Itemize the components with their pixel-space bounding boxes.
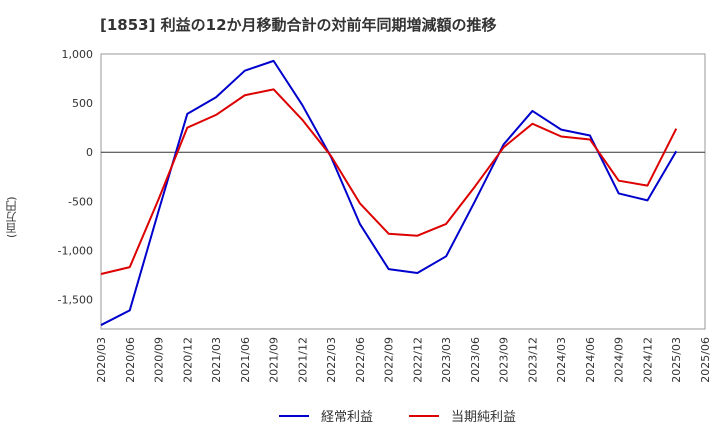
x-tick-label: 2024/03 (555, 337, 568, 383)
chart-title: [1853] 利益の12か月移動合計の対前年同期増減額の推移 (100, 16, 497, 34)
x-tick-label: 2021/03 (210, 337, 223, 383)
series-line-2 (100, 88, 678, 275)
x-tick-label: 2022/12 (411, 337, 424, 383)
x-tick-label: 2023/12 (526, 337, 539, 383)
plot-frame (100, 53, 706, 330)
y-tick-label: -500 (68, 195, 93, 208)
legend-label-1: 経常利益 (321, 410, 373, 425)
legend: 経常利益 当期純利益 (279, 410, 516, 425)
axes (100, 53, 706, 330)
series-lines (100, 59, 678, 326)
x-tick-label: 2025/06 (699, 337, 712, 383)
y-tick-label: -1,000 (58, 244, 93, 257)
x-tick-label: 2023/06 (469, 337, 482, 383)
x-tick-label: 2023/03 (440, 337, 453, 383)
x-tick-label: 2021/09 (268, 337, 281, 383)
x-tick-label: 2020/06 (124, 337, 137, 383)
x-tick-label: 2022/09 (383, 337, 396, 383)
x-tick-labels: 2020/03 2020/06 2020/09 2020/12 2021/03 2021/… (95, 337, 712, 383)
x-tick-label: 2021/12 (296, 337, 309, 383)
x-tick-label: 2024/12 (641, 337, 654, 383)
series-line-1 (100, 59, 678, 326)
x-tick-label: 2022/06 (354, 337, 367, 383)
y-tick-label: -1,500 (58, 294, 93, 307)
x-tick-label: 2024/06 (584, 337, 597, 383)
x-tick-label: 2022/03 (325, 337, 338, 383)
x-tick-label: 2025/03 (670, 337, 683, 383)
x-tick-label: 2023/09 (498, 337, 511, 383)
x-tick-label: 2020/12 (181, 337, 194, 383)
legend-label-2: 当期純利益 (451, 410, 516, 425)
x-tick-label: 2024/09 (613, 337, 626, 383)
y-tick-label: 0 (86, 146, 93, 159)
x-tick-label: 2020/03 (95, 337, 108, 383)
y-tick-labels: 1,000 500 0 -500 -1,000 -1,500 (58, 48, 93, 307)
y-tick-label: 1,000 (62, 48, 94, 61)
y-tick-label: 500 (72, 97, 93, 110)
x-tick-label: 2021/06 (239, 337, 252, 383)
x-tick-label: 2020/09 (153, 337, 166, 383)
